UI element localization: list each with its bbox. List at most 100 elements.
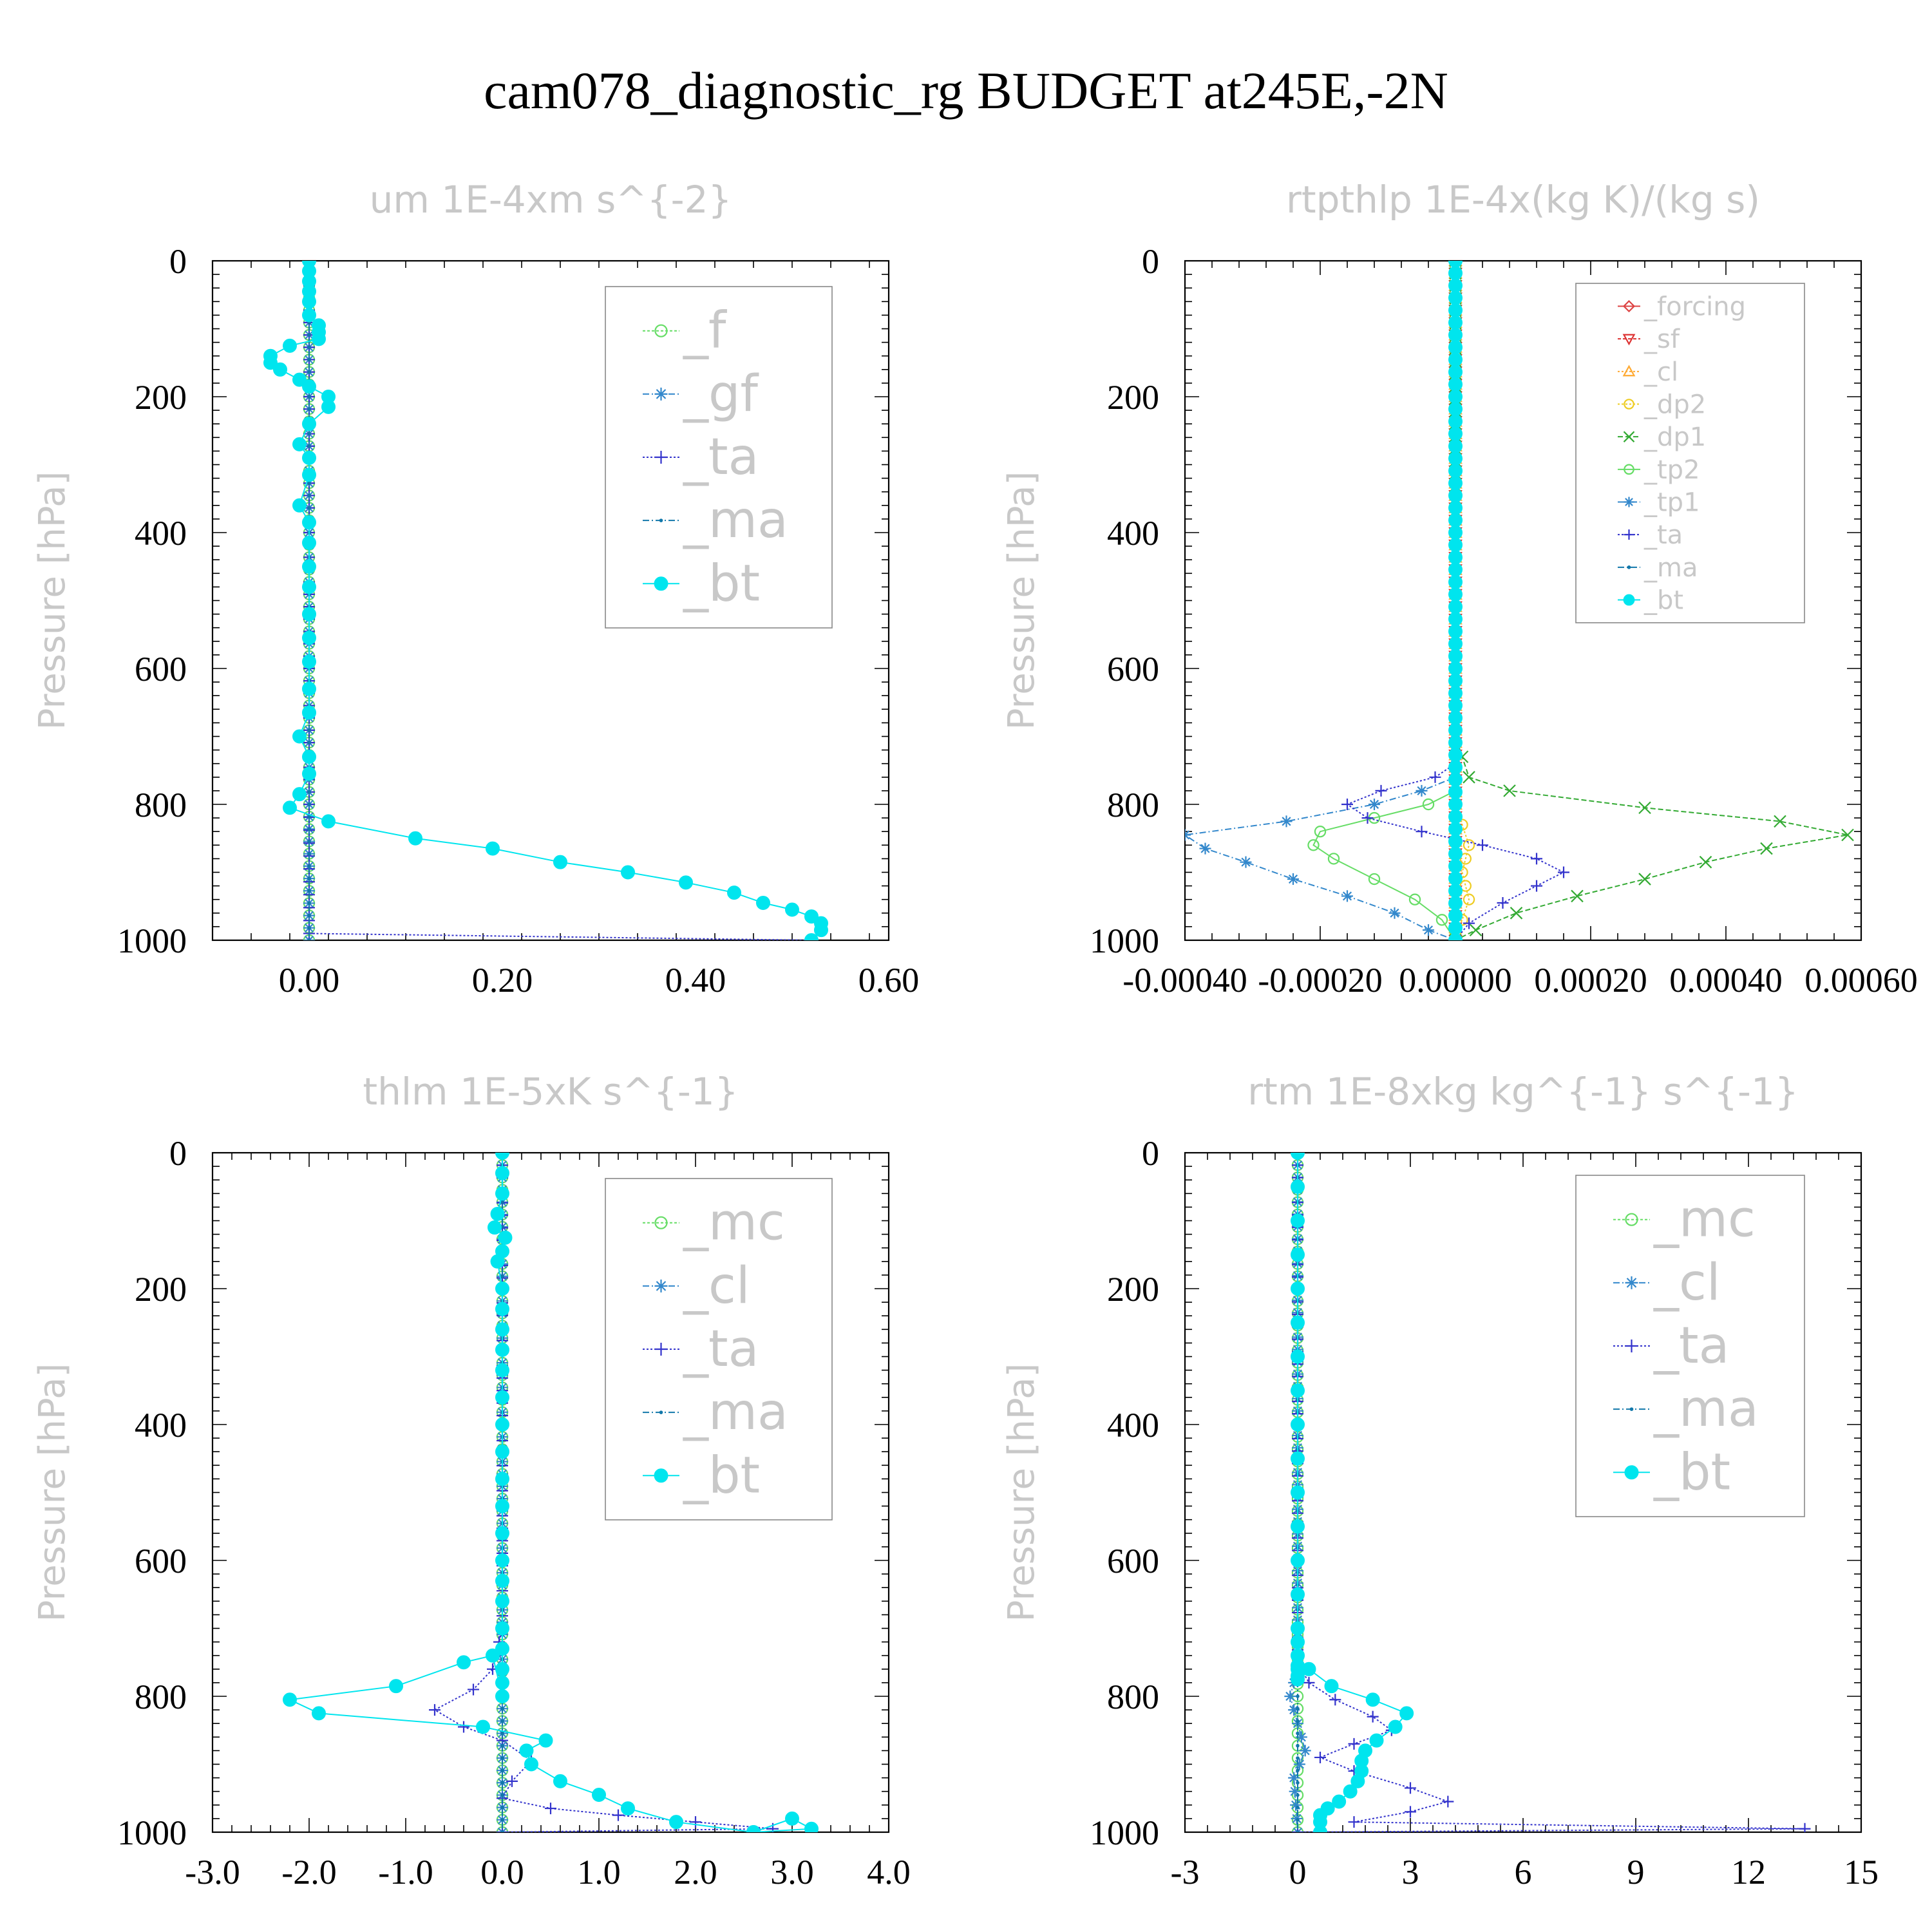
y-tick-label: 400 [135, 514, 187, 553]
data-point [1422, 798, 1435, 811]
data-point [1638, 873, 1651, 886]
data-point [1448, 278, 1463, 293]
data-point [1448, 760, 1463, 775]
data-point [1463, 893, 1475, 905]
data-point [1361, 812, 1374, 824]
data-point [283, 338, 297, 353]
data-point [500, 1781, 504, 1785]
data-point [1291, 1451, 1305, 1466]
data-point [1296, 1793, 1300, 1797]
figure-title: cam078_diagnostic_rg BUDGET at245E,-2N [484, 61, 1448, 120]
data-point [804, 1821, 819, 1832]
x-tick-label: -0.00020 [1258, 961, 1382, 999]
data-point [1448, 587, 1463, 601]
data-point [307, 913, 311, 918]
data-point [1448, 661, 1463, 676]
data-point [307, 407, 311, 411]
data-point [1291, 1213, 1305, 1228]
legend-marker [1623, 431, 1635, 442]
data-point [1291, 1179, 1305, 1194]
chart-panel-4: rtm 1E-8xkg kg^{-1} s^{-1} Pressure [hPa]… [1001, 1070, 1879, 1891]
data-point [1448, 303, 1463, 317]
data-point [1303, 1676, 1315, 1689]
y-tick-label: 600 [135, 650, 187, 688]
legend-entry: _ta [683, 428, 759, 486]
data-point [321, 814, 336, 829]
data-point [292, 437, 307, 451]
y-tick-label: 400 [135, 1406, 187, 1444]
data-point [495, 1390, 509, 1405]
data-point [1503, 784, 1516, 797]
x-tick-label: -3.0 [185, 1853, 240, 1891]
data-point [1448, 266, 1463, 281]
data-point [1429, 771, 1441, 783]
data-point [302, 630, 316, 645]
data-point [746, 1825, 761, 1832]
data-point [302, 681, 316, 696]
data-point [292, 498, 307, 513]
legend-entry: _ta [1643, 520, 1683, 550]
legend-marker [1627, 565, 1631, 569]
data-point [1638, 801, 1651, 815]
legend-marker [659, 1410, 663, 1414]
data-point [1448, 550, 1463, 565]
data-point [1469, 923, 1482, 936]
plot-area [1185, 261, 1854, 940]
y-axis-label: Pressure [hPa] [1001, 1363, 1043, 1622]
data-point [1448, 402, 1463, 417]
data-point [1388, 1719, 1403, 1734]
data-point [1314, 1751, 1326, 1763]
x-tick-label: 0.00000 [1399, 961, 1512, 999]
data-point [1558, 866, 1569, 878]
legend-entry: _dp1 [1643, 422, 1706, 452]
data-point [302, 607, 316, 621]
data-point [612, 1809, 624, 1821]
data-point [785, 902, 799, 917]
data-point [495, 1553, 509, 1567]
y-tick-label: 600 [135, 1542, 187, 1580]
data-point [307, 938, 311, 940]
data-point [495, 1302, 509, 1316]
data-point [1448, 377, 1463, 392]
data-point [1448, 908, 1463, 923]
data-point [1291, 1417, 1305, 1432]
data-point [1448, 390, 1463, 404]
data-point [486, 841, 500, 856]
y-tick-label: 1000 [117, 922, 187, 960]
series-bt [1448, 261, 1463, 940]
legend-marker [659, 518, 663, 522]
data-point [1296, 1768, 1300, 1772]
data-point [690, 1816, 701, 1828]
data-point [1287, 873, 1299, 886]
data-point [1477, 839, 1488, 851]
data-point [1435, 914, 1448, 926]
legend-marker [1624, 497, 1634, 507]
data-point [307, 481, 311, 486]
data-point [1448, 674, 1463, 688]
data-point [1291, 1282, 1305, 1296]
legend-entry: _ma [683, 1383, 788, 1441]
data-point [1774, 815, 1786, 828]
data-point [621, 865, 635, 880]
data-point [307, 802, 311, 806]
data-point [553, 1774, 567, 1788]
data-point [1399, 1706, 1414, 1721]
data-point [1313, 1825, 1327, 1832]
data-point [307, 395, 311, 399]
data-point [1288, 1704, 1300, 1716]
data-point [1448, 426, 1463, 441]
data-point [1448, 871, 1463, 886]
plot-area [283, 1153, 819, 1832]
data-point [312, 1706, 326, 1721]
data-point [756, 895, 770, 910]
data-point [302, 417, 316, 431]
data-point [1448, 315, 1463, 330]
data-point [302, 559, 316, 574]
legend-entry: _ta [1653, 1317, 1729, 1375]
data-point [321, 399, 336, 414]
x-tick-label: 2.0 [674, 1853, 717, 1891]
data-point [1324, 1679, 1339, 1694]
legend-marker [1625, 1213, 1638, 1226]
data-point [1296, 1818, 1300, 1822]
data-point [592, 1787, 606, 1802]
